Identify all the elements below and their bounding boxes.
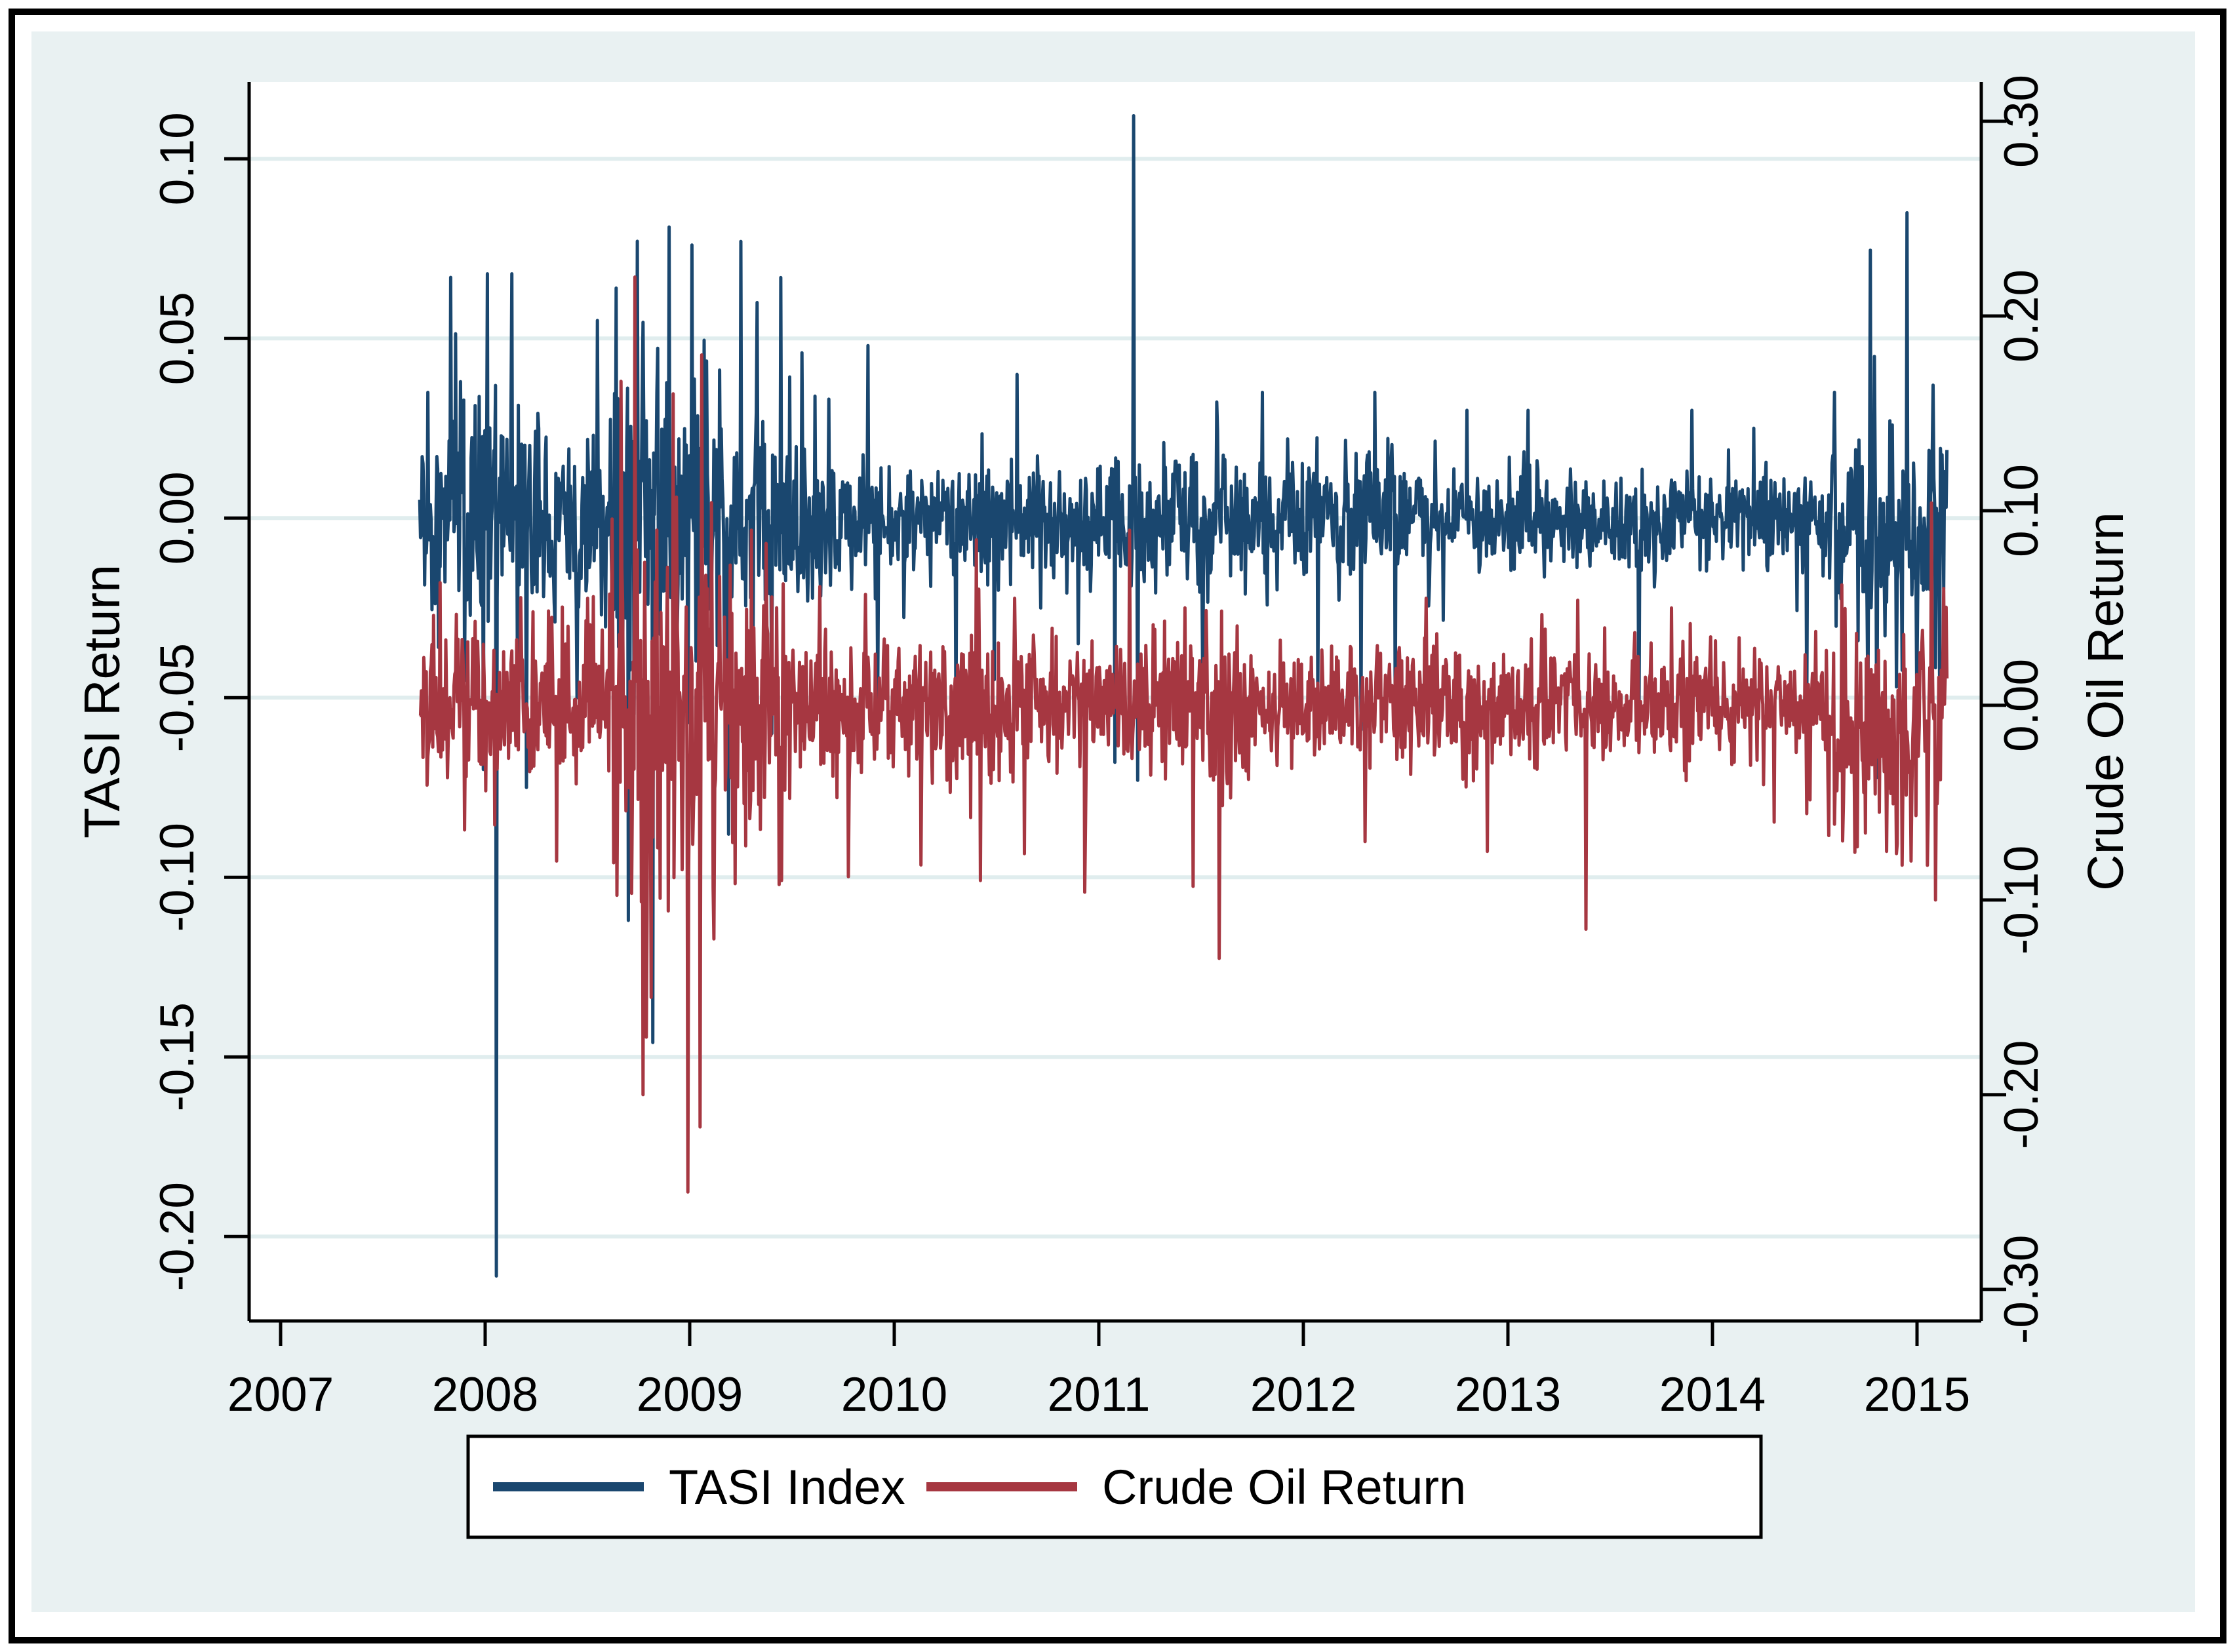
- left-tick-label: -0.10: [151, 823, 204, 932]
- right-tick-label: 0.10: [1995, 464, 2048, 557]
- legend-label-tasi: TASI Index: [669, 1460, 905, 1514]
- legend: TASI Index Crude Oil Return: [466, 1434, 1763, 1539]
- left-tick-label: -0.05: [151, 643, 204, 752]
- left-tick-label: 0.10: [151, 112, 204, 205]
- x-tick-label: 2012: [1250, 1368, 1356, 1421]
- right-tick-label: -0.10: [1995, 846, 2048, 954]
- axis-tick-labels: 0.10 0.05 0.00 -0.05 -0.10 -0.15 -0.20 0.30 0.20…: [151, 75, 2048, 1421]
- left-axis-title: TASI Return: [74, 564, 130, 838]
- right-tick-label: -0.30: [1995, 1235, 2048, 1344]
- x-tick-label: 2013: [1455, 1368, 1561, 1421]
- right-tick-label: 0.30: [1995, 75, 2048, 168]
- series-line-crude-oil-return: [418, 275, 1949, 1194]
- legend-label-crude: Crude Oil Return: [1102, 1460, 1466, 1514]
- left-tick-label: -0.15: [151, 1002, 204, 1111]
- axes: [247, 82, 1983, 1323]
- x-tick-label: 2007: [227, 1368, 334, 1421]
- x-tick-label: 2010: [841, 1368, 947, 1421]
- series-lines: [418, 114, 1949, 1278]
- left-tick-label: 0.00: [151, 471, 204, 564]
- x-tick-label: 2015: [1864, 1368, 1970, 1421]
- right-tick-label: 0.20: [1995, 269, 2048, 363]
- legend-box: [466, 1434, 1763, 1539]
- x-tick-label: 2011: [1048, 1368, 1151, 1421]
- left-tick-label: 0.05: [151, 292, 204, 385]
- x-tick-label: 2014: [1659, 1368, 1766, 1421]
- right-tick-label: -0.20: [1995, 1040, 2048, 1149]
- axis-ticks: [224, 119, 2006, 1346]
- x-tick-label: 2009: [637, 1368, 743, 1421]
- right-tick-label: 0.00: [1995, 659, 2048, 752]
- left-tick-label: -0.20: [151, 1182, 204, 1291]
- x-tick-label: 2008: [432, 1368, 538, 1421]
- right-axis-title: Crude Oil Return: [2078, 512, 2134, 891]
